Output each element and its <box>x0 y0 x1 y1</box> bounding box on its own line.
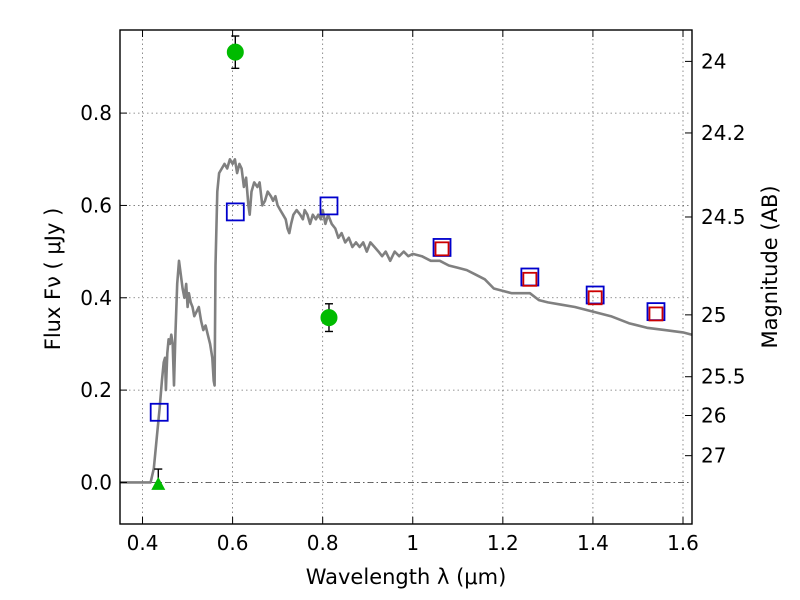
y-tick-label: 0.2 <box>80 378 112 402</box>
x-tick-label: 0.4 <box>127 531 159 555</box>
y2-tick-label: 25 <box>701 303 726 327</box>
y2-tick-label: 24.5 <box>701 205 746 229</box>
y-tick-label: 0.6 <box>80 193 112 217</box>
plot-frame <box>119 29 693 525</box>
y-axis-title: Flux Fν ( μJy ) <box>41 208 65 351</box>
y-tick-label: 0.4 <box>80 286 112 310</box>
data-point-square <box>225 202 245 222</box>
x-tick-label: 0.6 <box>217 531 249 555</box>
data-point-circle <box>320 309 338 327</box>
right-axis-title: Magnitude (AB) <box>758 185 782 348</box>
grid-lines <box>120 30 692 524</box>
y-tick-label: 0.0 <box>80 470 112 494</box>
data-point-square <box>149 402 169 422</box>
x-tick-label: 1.6 <box>667 531 699 555</box>
markers-layer <box>149 35 666 490</box>
y2-tick-label: 24.2 <box>701 121 746 145</box>
data-point-square <box>434 241 450 257</box>
data-point-triangle <box>151 476 166 490</box>
y2-tick-label: 24 <box>701 49 726 73</box>
data-point-square <box>648 306 664 322</box>
y2-tick-label: 25.5 <box>701 365 746 389</box>
x-tick-label: 1.4 <box>577 531 609 555</box>
y-tick-label: 0.8 <box>80 101 112 125</box>
x-tick-label: 1.2 <box>487 531 519 555</box>
x-axis-title: Wavelength λ (μm) <box>306 565 507 589</box>
data-point-square <box>319 196 339 216</box>
model-curve-layer <box>120 158 693 484</box>
y2-tick-label: 27 <box>701 444 726 468</box>
data-point-square <box>522 271 538 287</box>
data-point-square <box>587 290 603 306</box>
y2-tick-label: 26 <box>701 404 726 428</box>
x-tick-label: 0.8 <box>307 531 339 555</box>
data-point-circle <box>226 43 244 61</box>
model-sed-curve <box>120 158 693 484</box>
x-tick-label: 1 <box>406 531 419 555</box>
ticks-layer: 0.4 0.6 0.8 1 1.2 1.4 1.6 0.0 0.2 0.4 0.6 0.8 24 24.2… <box>80 30 746 555</box>
